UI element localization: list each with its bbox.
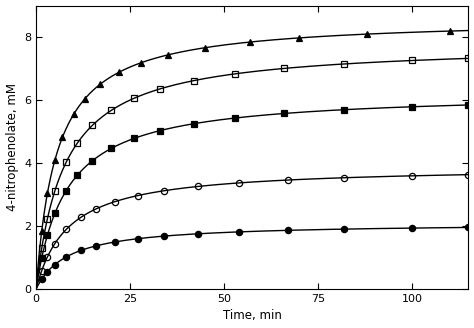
Y-axis label: 4-nitrophenolate, mM: 4-nitrophenolate, mM — [6, 83, 18, 211]
X-axis label: Time, min: Time, min — [223, 309, 282, 322]
